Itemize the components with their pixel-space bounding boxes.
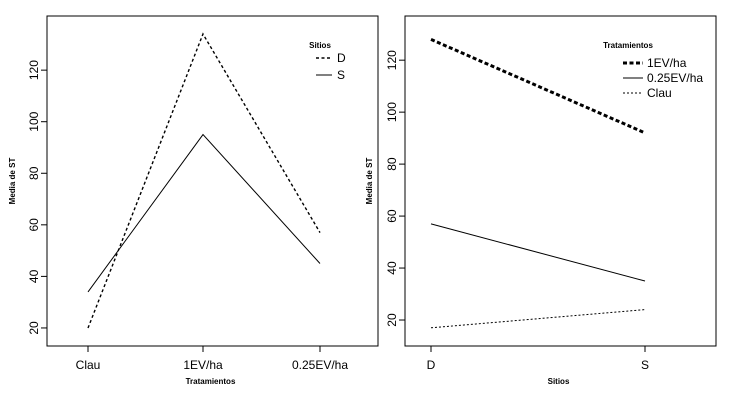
y-axis-title: Media de ST (365, 158, 374, 205)
x-tick-label: Clau (76, 358, 101, 372)
legend-entry-label: D (337, 51, 346, 65)
legend-entry-label: S (337, 68, 345, 82)
series-line-0-25ev-ha (430, 223, 646, 282)
y-axis-title: Media de ST (8, 158, 17, 205)
y-tick-label: 60 (27, 218, 41, 232)
y-tick-label: 100 (385, 102, 399, 122)
legend-entry-label: 0.25EV/ha (647, 71, 703, 85)
y-tick-label: 120 (27, 60, 41, 80)
y-tick-label: 20 (385, 313, 399, 327)
y-tick-label: 80 (385, 157, 399, 171)
y-tick-label: 100 (27, 111, 41, 131)
y-tick-label: 40 (385, 261, 399, 275)
y-tick-label: 40 (27, 269, 41, 283)
y-tick-label: 120 (385, 50, 399, 70)
legend-entry-label: 1EV/ha (647, 56, 687, 70)
x-tick-label: D (427, 358, 436, 372)
x-tick-label: S (641, 358, 649, 372)
legend-title: Tratamientos (603, 41, 653, 50)
y-tick-label: 20 (27, 321, 41, 335)
x-axis-title: Tratamientos (186, 377, 236, 386)
legend-title: Sitios (309, 41, 331, 50)
series-line-s (87, 133, 321, 293)
legend-entry-label: Clau (647, 86, 672, 100)
plot-frame-2 (404, 15, 717, 347)
plot-frame-1 (46, 15, 379, 347)
x-tick-label: 0.25EV/ha (292, 358, 348, 372)
x-tick-label: 1EV/ha (183, 358, 223, 372)
y-tick-label: 60 (385, 209, 399, 223)
series-line-d (87, 32, 321, 329)
x-axis-title: Sitios (548, 377, 570, 386)
y-tick-label: 80 (27, 166, 41, 180)
